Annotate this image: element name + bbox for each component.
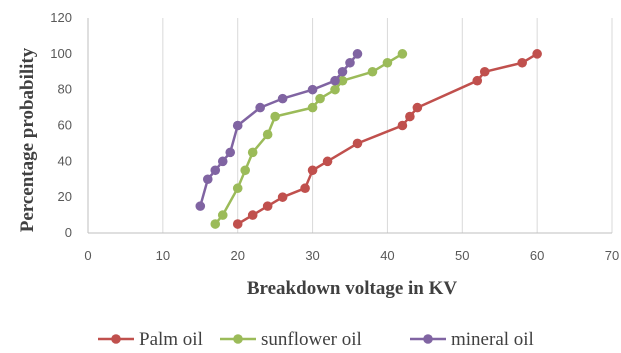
data-point	[337, 66, 348, 77]
data-point	[352, 49, 363, 59]
data-point	[202, 174, 213, 185]
data-point	[397, 49, 408, 59]
data-point	[307, 102, 318, 113]
data-point	[532, 49, 542, 59]
data-point	[210, 219, 221, 229]
y-tick-label: 20	[58, 189, 72, 204]
legend-label: mineral oil	[451, 329, 534, 350]
data-point	[307, 84, 318, 95]
data-point	[232, 120, 243, 131]
axes: 0 20 40 60 80 100 120 0 10 20 30 40 50 60 70	[50, 10, 619, 263]
data-point	[217, 210, 228, 220]
plot-series	[195, 49, 542, 229]
data-point	[330, 84, 340, 95]
legend-item: sunflower oil	[220, 329, 362, 350]
y-tick-label: 80	[58, 82, 72, 97]
y-tick-label: 100	[50, 46, 72, 61]
x-tick-label: 60	[530, 248, 544, 263]
data-point	[382, 57, 393, 68]
data-point	[337, 75, 348, 86]
data-point	[210, 165, 221, 176]
legend-swatch-marker	[233, 334, 243, 344]
data-point	[412, 102, 423, 113]
data-point	[352, 138, 363, 149]
data-point	[262, 129, 273, 140]
x-tick-label: 0	[84, 248, 91, 263]
data-point	[315, 93, 325, 104]
data-point	[232, 219, 243, 229]
series-palm-oil	[232, 49, 542, 229]
series-mineral-oil	[195, 49, 363, 211]
data-point	[300, 183, 310, 194]
y-tick-label: 0	[65, 225, 72, 240]
data-point	[195, 201, 206, 211]
x-tick-label: 10	[156, 248, 170, 263]
data-point	[225, 147, 236, 158]
data-point	[517, 57, 527, 68]
data-point	[277, 93, 288, 104]
data-point	[307, 165, 318, 176]
data-point	[322, 156, 333, 167]
data-point	[472, 75, 483, 86]
legend-swatch-marker	[111, 334, 121, 344]
data-point	[247, 210, 258, 220]
x-tick-label: 50	[455, 248, 469, 263]
data-point	[479, 66, 490, 77]
data-point	[277, 192, 288, 202]
data-point	[270, 111, 280, 122]
legend: Palm oil sunflower oil mineral oil	[98, 329, 534, 350]
y-tick-label: 40	[58, 153, 72, 168]
y-tick-label: 120	[50, 10, 72, 25]
data-point	[217, 156, 228, 167]
x-tick-label: 20	[230, 248, 244, 263]
series-line	[214, 52, 404, 225]
legend-item: mineral oil	[410, 329, 534, 350]
data-point	[240, 165, 250, 176]
legend-item: Palm oil	[98, 329, 203, 350]
data-point	[367, 66, 378, 77]
data-point	[397, 120, 408, 131]
x-tick-label: 30	[305, 248, 319, 263]
y-axis-title: Percentage probability	[17, 47, 38, 232]
data-point	[330, 75, 340, 86]
legend-label: sunflower oil	[261, 329, 362, 350]
data-point	[255, 102, 265, 113]
legend-swatch-marker	[423, 334, 433, 344]
data-point	[247, 147, 258, 158]
series-sunflower-oil	[210, 49, 408, 229]
data-point	[232, 183, 243, 194]
x-tick-label: 40	[380, 248, 394, 263]
x-axis-title: Breakdown voltage in KV	[247, 278, 458, 299]
data-point	[345, 57, 355, 68]
data-point	[405, 111, 415, 122]
x-tick-label: 70	[605, 248, 619, 263]
legend-label: Palm oil	[139, 329, 203, 350]
data-point	[262, 201, 273, 211]
y-tick-label: 60	[58, 118, 72, 133]
